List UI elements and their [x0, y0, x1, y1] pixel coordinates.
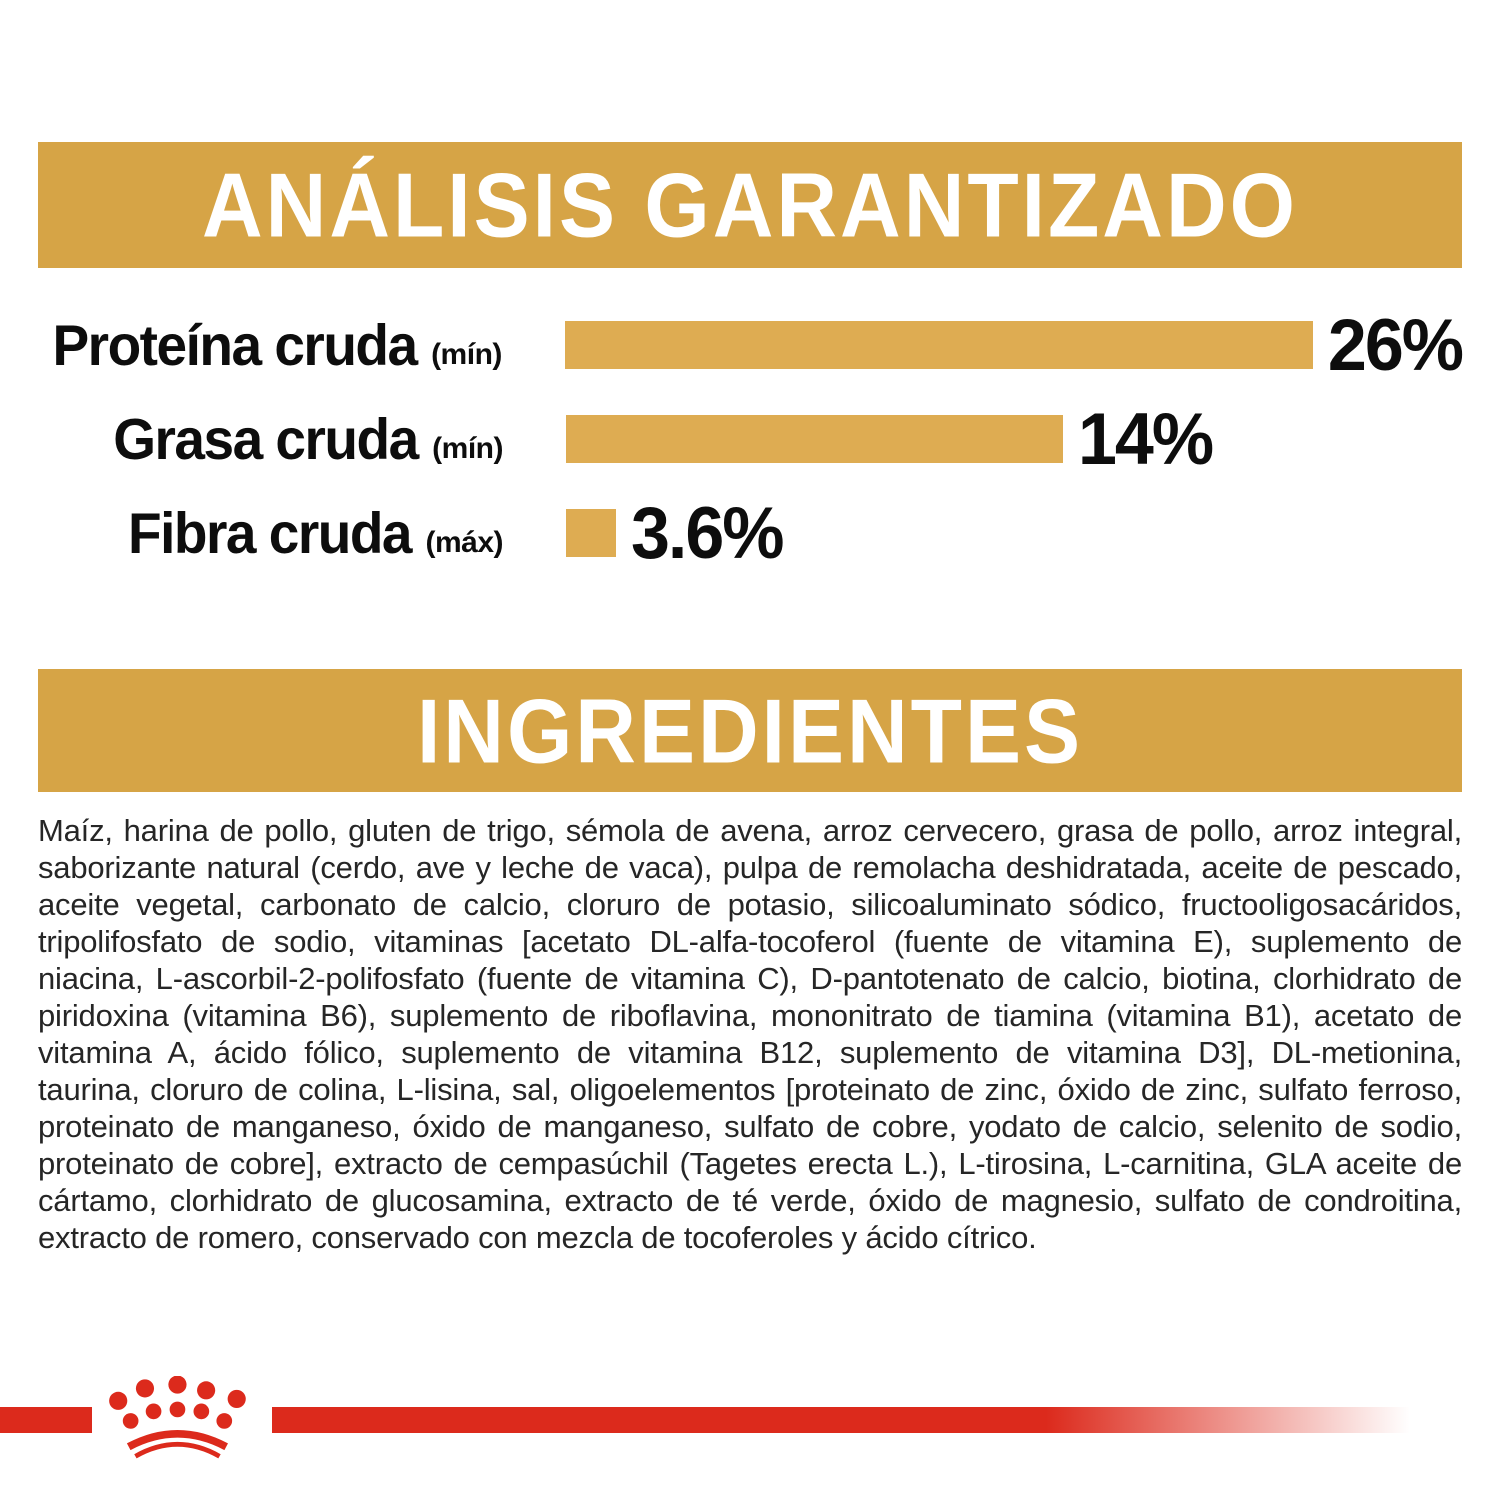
chart-row-protein: Proteína cruda (mín) 26% [38, 298, 1465, 392]
bar-fat [566, 415, 1063, 463]
analysis-banner: ANÁLISIS GARANTIZADO [38, 142, 1462, 268]
ingredients-text: Maíz, harina de pollo, gluten de trigo, … [38, 813, 1462, 1255]
category-qualifier: (mín) [432, 432, 503, 465]
category-name: Fibra cruda [127, 500, 413, 566]
chart-row-fiber: Fibra cruda (máx) 3.6% [38, 486, 1462, 580]
chart-category-label: Fibra cruda (máx) [38, 500, 504, 566]
chart-category-label: Grasa cruda (mín) [38, 406, 503, 472]
guaranteed-analysis-chart: Proteína cruda (mín) 26% Grasa cruda (mí… [38, 298, 1465, 580]
bar-value-label: 3.6% [631, 492, 785, 574]
royal-canin-crown-icon [109, 1376, 246, 1459]
category-qualifier: (máx) [425, 526, 503, 559]
category-qualifier: (mín) [431, 338, 502, 371]
brand-line-right [272, 1407, 1410, 1433]
category-name: Grasa cruda [113, 406, 419, 472]
chart-category-label: Proteína cruda (mín) [38, 312, 503, 378]
category-name: Proteína cruda [52, 312, 419, 378]
chart-row-fat: Grasa cruda (mín) 14% [38, 392, 1462, 486]
ingredients-banner: INGREDIENTES [38, 669, 1462, 792]
bar-protein [564, 321, 1313, 369]
bar-value-label: 26% [1327, 304, 1464, 386]
bar-fiber [566, 509, 616, 557]
brand-line-left [0, 1407, 92, 1433]
ingredients-banner-title: INGREDIENTES [416, 679, 1084, 782]
analysis-banner-title: ANÁLISIS GARANTIZADO [202, 154, 1298, 256]
bar-value-label: 14% [1078, 398, 1214, 480]
